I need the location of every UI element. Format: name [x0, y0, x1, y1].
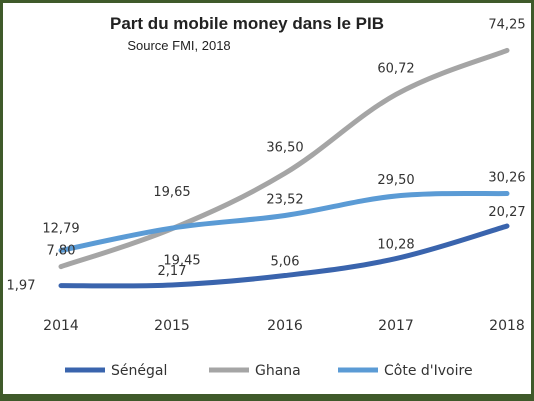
- data-label-cote-divoire-2016: 23,52: [266, 192, 303, 207]
- data-label-cote-divoire-2018: 30,26: [488, 171, 525, 186]
- data-label-ghana-2018: 74,25: [488, 17, 525, 32]
- data-label-cote-divoire-2014: 12,79: [42, 221, 79, 236]
- x-tick-label-2016: 2016: [267, 318, 303, 334]
- data-label-cote-divoire-2017: 29,50: [377, 173, 414, 188]
- chart-subtitle: Source FMI, 2018: [127, 38, 230, 53]
- legend-label-senegal: Sénégal: [111, 363, 167, 379]
- x-tick-label-2015: 2015: [154, 318, 190, 334]
- data-label-senegal-2017: 10,28: [377, 238, 414, 253]
- chart-title: Part du mobile money dans le PIB: [110, 14, 384, 33]
- x-tick-label-2014: 2014: [43, 318, 79, 334]
- legend-label-ghana: Ghana: [255, 363, 301, 379]
- chart-frame: Part du mobile money dans le PIB Source …: [3, 3, 531, 394]
- data-label-senegal-2018: 20,27: [488, 205, 525, 220]
- x-tick-label-2017: 2017: [378, 318, 414, 334]
- data-label-ghana-2017: 60,72: [377, 61, 414, 76]
- data-label-ghana-2015: 19,45: [163, 254, 200, 269]
- data-label-cote-divoire-2015: 19,65: [153, 185, 190, 200]
- data-label-senegal-2015: 2,17: [158, 264, 187, 279]
- data-label-ghana-2016: 36,50: [266, 140, 303, 155]
- data-label-ghana-2014: 7,80: [47, 244, 76, 259]
- data-label-senegal-2016: 5,06: [271, 255, 300, 270]
- x-tick-label-2018: 2018: [489, 318, 525, 334]
- legend-label-cote-divoire: Côte d'Ivoire: [384, 363, 473, 379]
- chart-area: Part du mobile money dans le PIB Source …: [7, 14, 526, 379]
- data-label-senegal-2014: 1,97: [7, 279, 36, 294]
